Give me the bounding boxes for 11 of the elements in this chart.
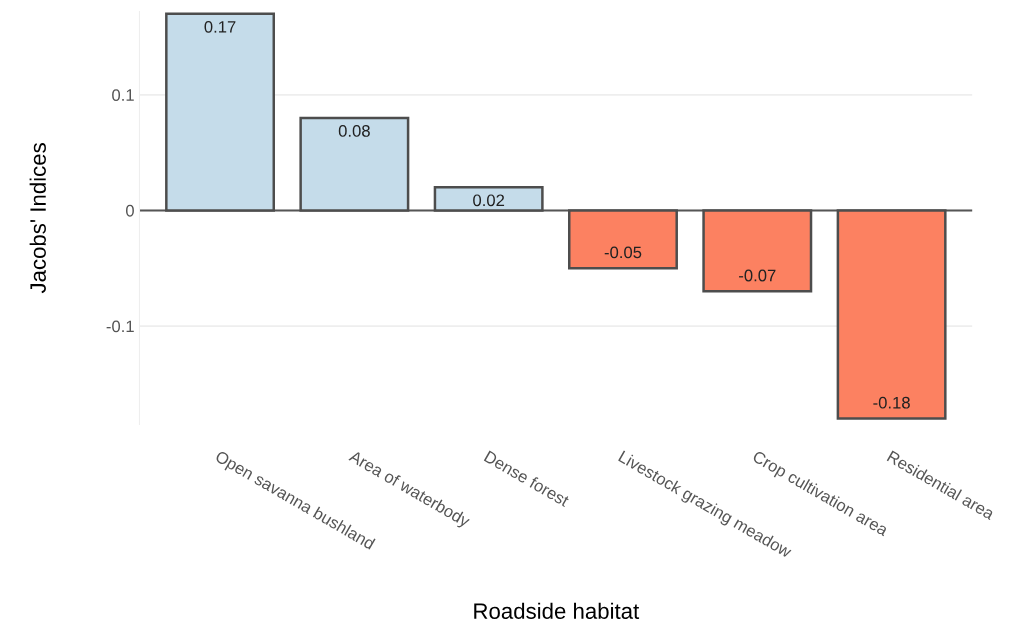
y-tick-label: 0.1 bbox=[112, 89, 134, 101]
data-label: -0.07 bbox=[739, 269, 776, 282]
data-label: 0.08 bbox=[338, 125, 370, 137]
x-axis-title: Roadside habitat bbox=[474, 602, 640, 619]
y-axis-title: Jacobs' Indices bbox=[29, 143, 46, 294]
data-label: 0.02 bbox=[473, 194, 505, 207]
data-label: 0.17 bbox=[204, 20, 236, 33]
y-tick-label: 0 bbox=[125, 204, 134, 217]
data-label: -0.05 bbox=[604, 246, 642, 259]
y-tick-label: -0.1 bbox=[106, 320, 134, 333]
data-label: -0.18 bbox=[873, 396, 910, 409]
